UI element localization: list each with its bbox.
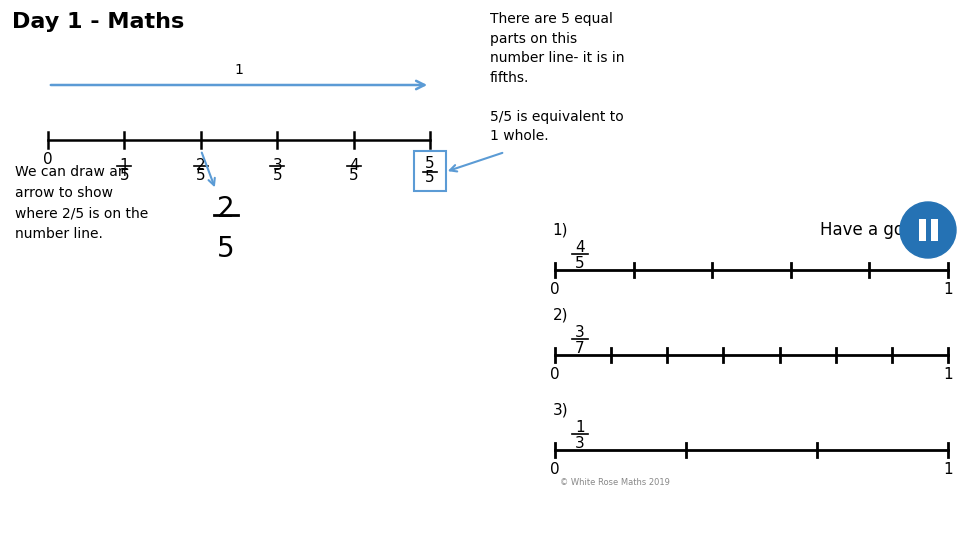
Text: 2): 2): [553, 307, 568, 322]
Text: 1: 1: [425, 152, 435, 167]
Text: 2: 2: [196, 158, 205, 173]
Text: 1): 1): [553, 222, 568, 238]
Text: 1: 1: [575, 420, 585, 435]
Text: 1: 1: [943, 282, 953, 297]
Text: Have a go: Have a go: [820, 221, 904, 239]
FancyBboxPatch shape: [414, 151, 446, 191]
Text: 5: 5: [425, 170, 435, 185]
Text: 0: 0: [550, 282, 560, 297]
Text: 0: 0: [43, 152, 53, 167]
Text: 5: 5: [348, 168, 358, 183]
Text: 5: 5: [273, 168, 282, 183]
Text: There are 5 equal
parts on this
number line- it is in
fifths.: There are 5 equal parts on this number l…: [490, 12, 625, 84]
Text: 3: 3: [575, 325, 585, 340]
Text: 3: 3: [575, 436, 585, 451]
Text: 5/5 is equivalent to
1 whole.: 5/5 is equivalent to 1 whole.: [490, 110, 624, 144]
Text: 5: 5: [217, 235, 234, 263]
Text: 1: 1: [120, 158, 130, 173]
Text: 4: 4: [575, 240, 585, 255]
Text: 7: 7: [575, 341, 585, 356]
Text: 1: 1: [943, 367, 953, 382]
Text: 1: 1: [943, 462, 953, 477]
FancyBboxPatch shape: [919, 219, 925, 241]
Circle shape: [900, 202, 956, 258]
Text: 3: 3: [273, 158, 282, 173]
Text: 2: 2: [217, 195, 234, 223]
Text: 0: 0: [550, 462, 560, 477]
Text: 4: 4: [348, 158, 358, 173]
Text: Day 1 - Maths: Day 1 - Maths: [12, 12, 184, 32]
Text: 0: 0: [550, 367, 560, 382]
Text: 5: 5: [196, 168, 205, 183]
FancyBboxPatch shape: [930, 219, 938, 241]
Text: © White Rose Maths 2019: © White Rose Maths 2019: [560, 478, 670, 487]
Text: 3): 3): [552, 402, 568, 417]
Text: 5: 5: [575, 256, 585, 271]
Text: We can draw an
arrow to show
where 2/5 is on the
number line.: We can draw an arrow to show where 2/5 i…: [15, 165, 148, 241]
Text: 5: 5: [425, 156, 435, 171]
Text: 1: 1: [234, 63, 244, 77]
Text: 5: 5: [120, 168, 130, 183]
